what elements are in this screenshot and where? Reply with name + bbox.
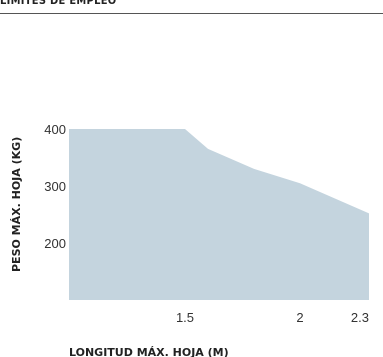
- x-tick-labels: 1.5 2 2.3: [176, 310, 369, 325]
- x-tick-1.5: 1.5: [176, 310, 194, 325]
- x-tick-2: 2: [296, 310, 303, 325]
- y-tick-200: 200: [44, 236, 66, 251]
- y-tick-300: 300: [44, 179, 66, 194]
- y-axis-label: PESO MÁX. HOJA (KG): [10, 137, 23, 272]
- header-divider: [0, 13, 383, 14]
- section-header: LÍMITES DE EMPLEO: [0, 0, 117, 7]
- area-series: [69, 129, 369, 300]
- x-axis-label: LONGITUD MÁX. HOJA (M): [69, 346, 229, 357]
- y-tick-400: 400: [44, 122, 66, 137]
- x-tick-2.3: 2.3: [351, 310, 369, 325]
- y-tick-labels: 400 300 200: [44, 122, 66, 251]
